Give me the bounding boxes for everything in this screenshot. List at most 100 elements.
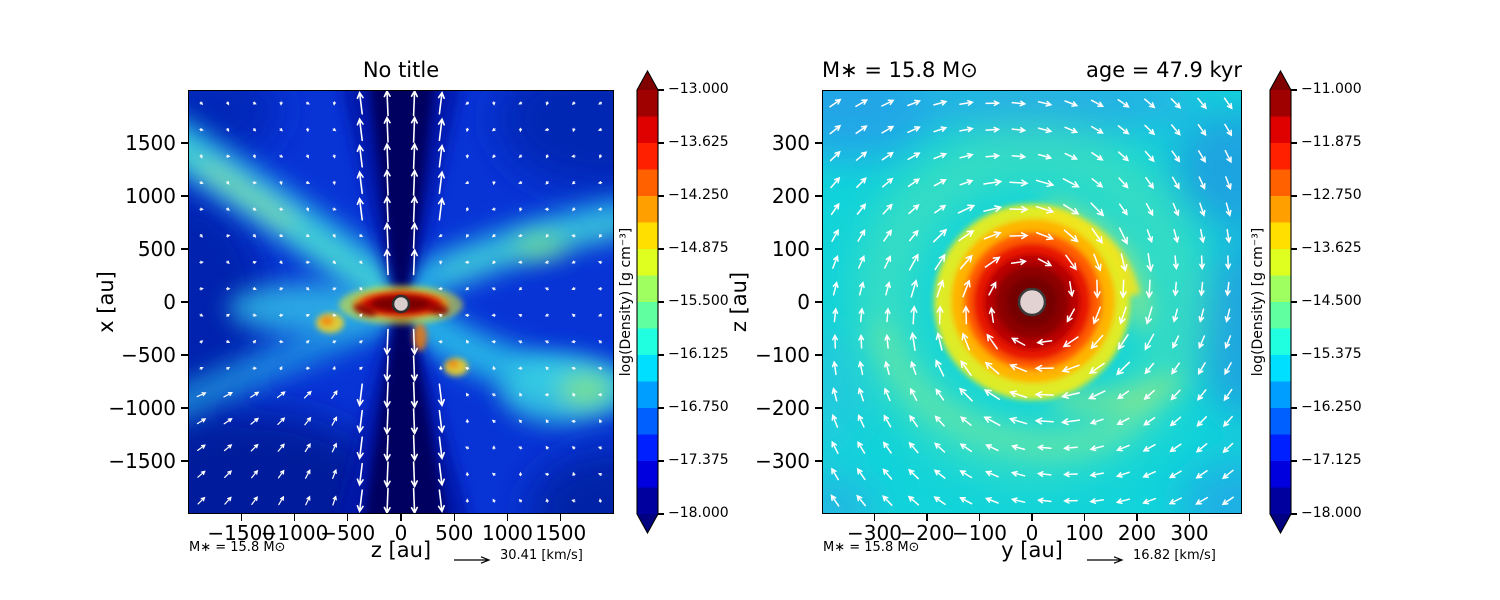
left-colorbar-label: log(Density) [g cm⁻³] <box>618 227 634 377</box>
y-tick-mark <box>815 301 822 303</box>
colorbar-tick-mark <box>658 195 664 197</box>
left-xaxis-label: z [au] <box>370 538 432 562</box>
left-map-hot-blobs <box>316 313 468 376</box>
colorbar-tick-label: −14.875 <box>668 240 729 256</box>
x-tick-label: 500 <box>435 521 474 545</box>
x-tick-mark <box>978 514 981 521</box>
colorbar-tick-label: −13.000 <box>668 81 729 97</box>
right-mass-annotation: M∗ = 15.8 M⊙ <box>823 540 920 555</box>
y-tick-mark <box>815 195 822 197</box>
colorbar-tick-mark <box>658 248 664 250</box>
colorbar-tick-label: −17.375 <box>668 452 729 468</box>
left-velocity-arrows <box>196 90 603 514</box>
colorbar-tick-label: −13.625 <box>668 134 729 150</box>
y-tick-mark <box>181 142 188 144</box>
y-tick-label: −200 <box>755 396 810 420</box>
colorbar-tick-mark <box>1291 248 1297 250</box>
right-colorbar-label: log(Density) [g cm⁻³] <box>1250 227 1266 377</box>
x-tick-label: −1500 <box>207 521 276 545</box>
colorbar-tick-label: −11.875 <box>1301 134 1362 150</box>
x-tick-label: 300 <box>1170 521 1209 545</box>
x-tick-label: 0 <box>1025 521 1039 545</box>
y-tick-label: −500 <box>121 343 176 367</box>
y-tick-label: −1500 <box>108 449 176 473</box>
colorbar-tick-label: −17.125 <box>1301 452 1362 468</box>
y-tick-mark <box>181 354 188 356</box>
x-tick-label: −300 <box>847 521 902 545</box>
colorbar-tick-mark <box>1291 460 1297 462</box>
y-tick-mark <box>181 195 188 197</box>
colorbar-tick-mark <box>658 89 664 91</box>
y-tick-mark <box>181 460 188 462</box>
x-tick-mark <box>453 514 455 521</box>
colorbar-tick-label: −12.750 <box>1301 187 1362 203</box>
x-tick-label: −1000 <box>260 521 329 545</box>
right-quiver-key-arrow <box>1087 556 1124 564</box>
right-quiver-key-label: 16.82 [km/s] <box>1133 548 1216 563</box>
y-tick-label: 500 <box>137 237 176 261</box>
x-tick-mark <box>560 514 562 521</box>
right-title-mass: M∗ = 15.8 M⊙ <box>822 58 978 82</box>
y-tick-label: 1000 <box>125 184 176 208</box>
x-tick-mark <box>1188 514 1191 521</box>
colorbar-tick-label: −18.000 <box>668 505 729 521</box>
left-plot-title: No title <box>362 58 440 82</box>
y-tick-mark <box>815 460 822 462</box>
y-tick-mark <box>815 248 822 250</box>
colorbar-tick-label: −15.375 <box>1301 346 1362 362</box>
x-tick-mark <box>240 514 242 521</box>
colorbar-tick-label: −16.125 <box>668 346 729 362</box>
x-tick-mark <box>506 514 509 521</box>
x-tick-mark <box>926 514 928 521</box>
x-tick-label: −500 <box>320 521 376 545</box>
y-tick-label: −300 <box>755 449 810 473</box>
x-tick-mark <box>873 514 876 521</box>
x-tick-label: 1500 <box>535 521 587 545</box>
colorbar-tick-mark <box>1291 195 1297 197</box>
right-velocity-arrows <box>829 97 1234 507</box>
colorbar-tick-mark <box>658 142 664 144</box>
x-tick-mark <box>1083 514 1086 521</box>
x-tick-mark <box>400 514 402 521</box>
y-tick-label: 300 <box>771 131 810 155</box>
y-tick-mark <box>181 407 188 409</box>
y-tick-mark <box>181 248 188 250</box>
y-tick-label: 0 <box>163 290 176 314</box>
y-tick-mark <box>815 354 822 356</box>
y-tick-label: −1000 <box>108 396 176 420</box>
left-sink-particle <box>391 294 411 314</box>
colorbar-tick-mark <box>658 460 664 462</box>
colorbar-tick-mark <box>658 354 664 356</box>
x-tick-label: 200 <box>1117 521 1157 545</box>
colorbar-tick-label: −18.000 <box>1301 505 1362 521</box>
colorbar-tick-mark <box>1291 513 1297 515</box>
y-tick-mark <box>815 142 822 144</box>
colorbar-tick-mark <box>658 301 664 303</box>
right-sink-particle <box>1017 287 1047 317</box>
left-map-dark-patches <box>188 90 614 514</box>
left-density-map <box>188 90 614 514</box>
x-tick-mark <box>1136 514 1138 521</box>
y-tick-label: 1500 <box>125 131 176 155</box>
x-tick-label: −100 <box>952 521 1007 545</box>
left-map-infall-streams <box>188 121 614 419</box>
left-quiver-key-arrow <box>454 556 491 564</box>
left-quiver-key-label: 30.41 [km/s] <box>500 548 583 563</box>
colorbar-tick-label: −16.750 <box>668 399 729 415</box>
right-xaxis-label: y [au] <box>1001 538 1063 562</box>
right-title-age: age = 47.9 kyr <box>1086 58 1242 82</box>
colorbar-tick-mark <box>1291 354 1297 356</box>
x-tick-mark <box>347 514 349 521</box>
left-colorbar <box>636 70 659 534</box>
x-tick-label: 0 <box>394 521 408 545</box>
colorbar-tick-mark <box>658 407 664 409</box>
y-tick-mark <box>815 407 822 409</box>
colorbar-tick-mark <box>658 513 664 515</box>
y-tick-label: 200 <box>771 184 810 208</box>
left-mass-annotation: M∗ = 15.8 M⊙ <box>189 540 286 555</box>
colorbar-tick-label: −13.625 <box>1301 240 1362 256</box>
x-tick-label: 100 <box>1065 521 1104 545</box>
right-density-map <box>822 90 1242 514</box>
colorbar-tick-label: −14.250 <box>668 187 729 203</box>
